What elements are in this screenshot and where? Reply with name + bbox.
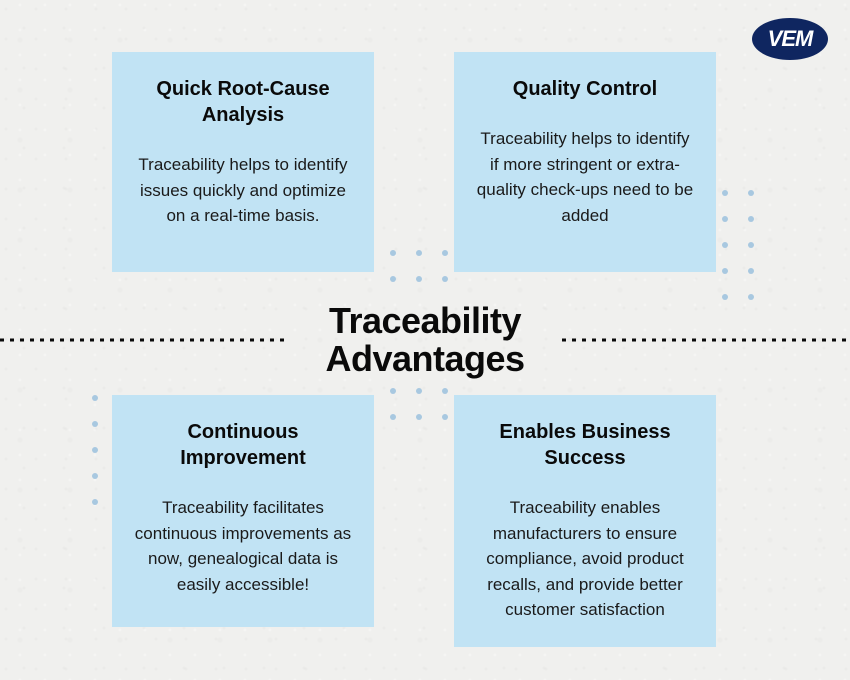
- card-title: Quality Control: [474, 76, 696, 102]
- decorative-dots-center-bottom: [390, 388, 448, 420]
- card-title: Quick Root-Cause Analysis: [132, 76, 354, 128]
- divider-right: [562, 339, 850, 342]
- title-line-1: Traceability: [329, 300, 521, 341]
- divider-left: [0, 339, 288, 342]
- card-title: Enables Business Success: [474, 419, 696, 471]
- card-quality-control: Quality Control Traceability helps to id…: [454, 52, 716, 272]
- card-root-cause: Quick Root-Cause Analysis Traceability h…: [112, 52, 374, 272]
- card-business-success: Enables Business Success Traceability en…: [454, 395, 716, 647]
- decorative-dots-center-top: [390, 250, 448, 282]
- card-title: Continuous Improvement: [132, 419, 354, 471]
- card-body: Traceability facilitates continuous impr…: [132, 495, 354, 597]
- logo-text: VEM: [768, 26, 813, 52]
- vem-logo: VEM: [752, 18, 828, 60]
- main-title: Traceability Advantages: [325, 302, 524, 378]
- title-line-2: Advantages: [325, 338, 524, 379]
- decorative-dots-right: [722, 190, 754, 300]
- card-body: Traceability helps to identify if more s…: [474, 126, 696, 228]
- card-body: Traceability helps to identify issues qu…: [132, 152, 354, 229]
- card-continuous-improvement: Continuous Improvement Traceability faci…: [112, 395, 374, 627]
- card-body: Traceability enables manufacturers to en…: [474, 495, 696, 623]
